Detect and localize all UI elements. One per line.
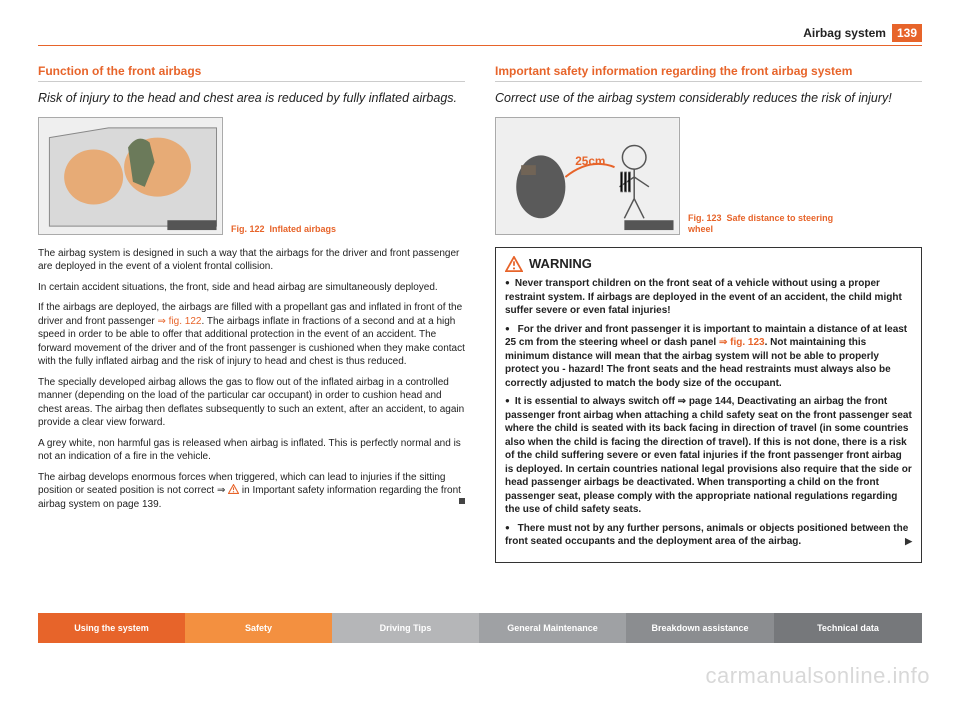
figure-123: 25cm bbox=[495, 117, 680, 235]
warning-icon bbox=[505, 256, 523, 272]
continued-marker: ▶ bbox=[905, 535, 912, 547]
para-3: If the airbags are deployed, the airbags… bbox=[38, 301, 465, 369]
figure-122-text: Inflated airbags bbox=[270, 224, 337, 234]
warning-item-1: Never transport children on the front se… bbox=[505, 277, 912, 318]
end-marker bbox=[459, 498, 465, 504]
tab-technical-data[interactable]: Technical data bbox=[774, 613, 922, 643]
figure-122 bbox=[38, 117, 223, 235]
warning-heading: WARNING bbox=[505, 255, 912, 273]
figure-row-left: Fig. 122 Inflated airbags bbox=[38, 117, 465, 235]
para-6: The airbag develops enormous forces when… bbox=[38, 471, 465, 512]
para-5: A grey white, non harmful gas is release… bbox=[38, 437, 465, 464]
tab-general-maintenance[interactable]: General Maintenance bbox=[479, 613, 626, 643]
svg-text:25cm: 25cm bbox=[575, 155, 605, 168]
section-subhead-right: Correct use of the airbag system conside… bbox=[495, 90, 922, 107]
page: Airbag system 139 Function of the front … bbox=[0, 0, 960, 703]
warning-title: WARNING bbox=[529, 255, 592, 273]
content-columns: Function of the front airbags Risk of in… bbox=[38, 64, 922, 563]
warning-icon-inline bbox=[228, 484, 239, 494]
section-heading-right: Important safety information regarding t… bbox=[495, 64, 922, 82]
tab-safety[interactable]: Safety bbox=[185, 613, 332, 643]
tab-driving-tips[interactable]: Driving Tips bbox=[332, 613, 479, 643]
left-column: Function of the front airbags Risk of in… bbox=[38, 64, 465, 563]
warning-item-2: For the driver and front passenger it is… bbox=[505, 323, 912, 391]
warning-list: Never transport children on the front se… bbox=[505, 277, 912, 549]
figure-row-right: 25cm Fig. 123 Safe distance to steering … bbox=[495, 117, 922, 235]
figure-122-label: Fig. 122 bbox=[231, 224, 265, 234]
para-2: In certain accident situations, the fron… bbox=[38, 281, 465, 295]
warning-box: WARNING Never transport children on the … bbox=[495, 247, 922, 563]
tab-breakdown-assistance[interactable]: Breakdown assistance bbox=[626, 613, 774, 643]
fig-123-link[interactable]: ⇒ fig. 123 bbox=[719, 337, 765, 348]
chapter-title: Airbag system bbox=[803, 26, 886, 40]
section-subhead-left: Risk of injury to the head and chest are… bbox=[38, 90, 465, 107]
figure-122-caption: Fig. 122 Inflated airbags bbox=[231, 224, 336, 235]
section-heading-left: Function of the front airbags bbox=[38, 64, 465, 82]
figure-123-caption: Fig. 123 Safe distance to steering wheel bbox=[688, 213, 848, 235]
body-text-left: The airbag system is designed in such a … bbox=[38, 247, 465, 512]
warning-item-4: There must not by any further persons, a… bbox=[505, 522, 912, 549]
watermark: carmanualsonline.info bbox=[705, 663, 930, 689]
warning-item-4-text: There must not by any further persons, a… bbox=[505, 523, 908, 548]
top-bar: Airbag system 139 bbox=[38, 24, 922, 46]
warning-item-3: It is essential to always switch off ⇒ p… bbox=[505, 395, 912, 517]
para-1: The airbag system is designed in such a … bbox=[38, 247, 465, 274]
right-column: Important safety information regarding t… bbox=[495, 64, 922, 563]
tab-using-system[interactable]: Using the system bbox=[38, 613, 185, 643]
figure-123-label: Fig. 123 bbox=[688, 213, 722, 223]
page-number: 139 bbox=[892, 24, 922, 42]
para-4: The specially developed airbag allows th… bbox=[38, 376, 465, 430]
fig-122-link[interactable]: ⇒ fig. 122 bbox=[158, 316, 202, 327]
footer-tabs: Using the system Safety Driving Tips Gen… bbox=[38, 613, 922, 643]
